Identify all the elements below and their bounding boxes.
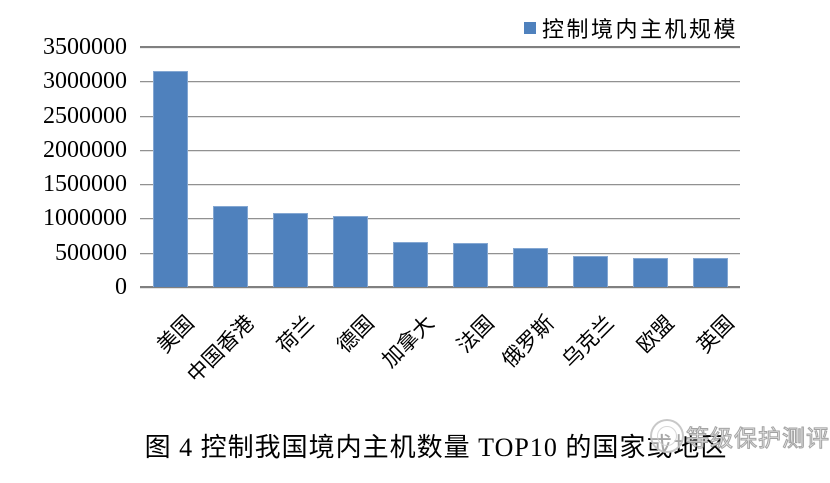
y-tick-label: 3000000 (43, 68, 127, 95)
x-tick-label: 德国 (332, 310, 379, 358)
bar-法国 (452, 243, 488, 287)
watermark-text: 等级保护测评 (686, 426, 830, 452)
watermark: 等级保护测评 (650, 419, 830, 453)
y-tick-label: 2000000 (43, 136, 127, 163)
y-tick-label: 500000 (55, 239, 127, 266)
legend-label: 控制境内主机规模 (542, 17, 739, 42)
bar-欧盟 (632, 257, 668, 287)
chart-legend: 控制境内主机规模 (524, 16, 738, 42)
gridline (140, 149, 740, 151)
y-tick-label: 1500000 (43, 171, 127, 198)
bar-美国 (152, 71, 188, 287)
watermark-seal-icon (650, 419, 684, 453)
x-tick-label: 乌克兰 (557, 310, 619, 373)
y-axis: 3500000 3000000 2500000 2000000 1500000 10000… (0, 0, 140, 320)
x-tick-label: 美国 (152, 310, 199, 358)
bar-乌克兰 (572, 256, 608, 287)
y-tick-label: 1000000 (43, 205, 127, 232)
plot-area (140, 46, 740, 288)
figure-caption: 图 4 控制我国境内主机数量 TOP10 的国家或地区 (144, 433, 728, 462)
x-axis-line (140, 286, 740, 288)
bar-荷兰 (272, 212, 308, 287)
y-tick-label: 0 (115, 274, 127, 300)
x-tick-label: 欧盟 (632, 310, 679, 358)
bar-中国香港 (212, 206, 248, 287)
y-tick-label: 3500000 (43, 34, 127, 60)
gridline (140, 252, 740, 254)
legend-marker-icon (524, 22, 536, 34)
gridline (140, 218, 740, 220)
gridline (140, 46, 740, 48)
bar-俄罗斯 (512, 247, 548, 287)
x-tick-label: 英国 (692, 310, 739, 358)
x-tick-label: 法国 (452, 310, 499, 358)
gridline (140, 184, 740, 186)
bar-加拿大 (392, 242, 428, 287)
bar-德国 (332, 216, 368, 287)
bar-英国 (692, 258, 728, 287)
gridline (140, 81, 740, 83)
x-tick-label: 俄罗斯 (497, 310, 559, 373)
x-tick-label: 荷兰 (272, 310, 319, 358)
y-tick-label: 2500000 (43, 102, 127, 129)
gridline (140, 115, 740, 117)
x-tick-label: 加拿大 (377, 310, 439, 373)
